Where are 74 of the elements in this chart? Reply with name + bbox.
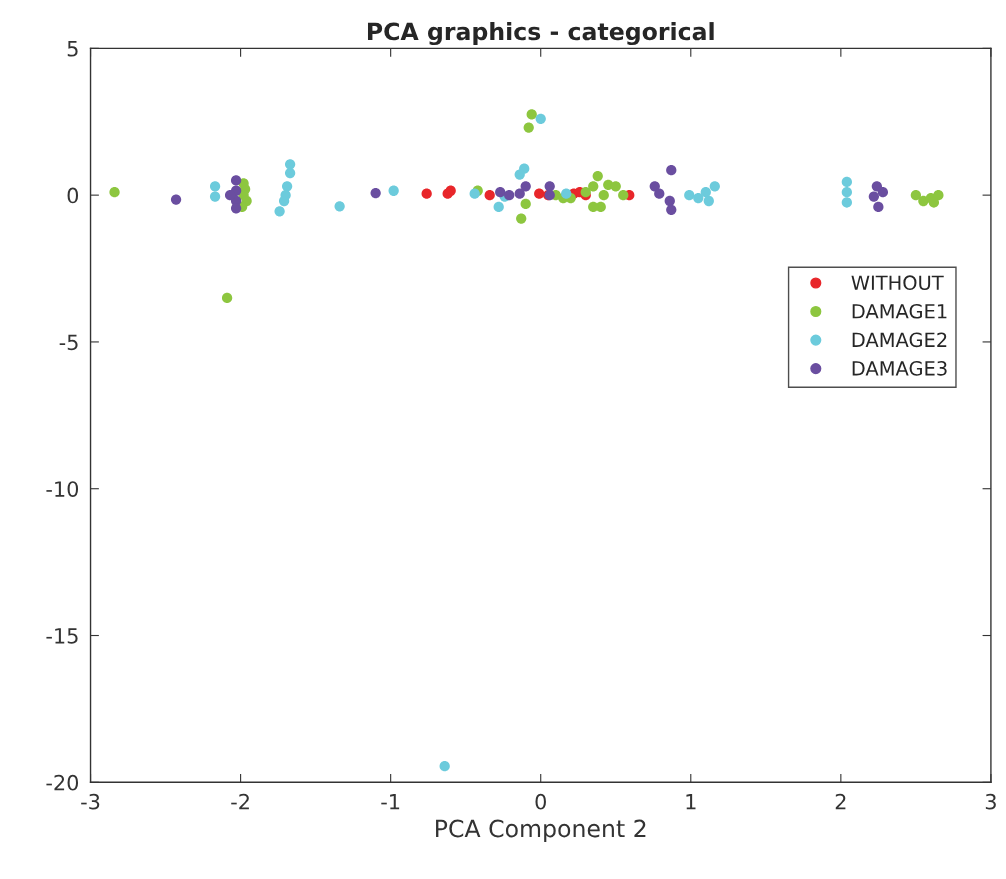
point: [520, 198, 531, 210]
point: [516, 213, 527, 224]
point: [592, 170, 603, 182]
point: [588, 181, 599, 192]
y-tick-label: 5: [67, 41, 78, 57]
x-tick-label: 3: [985, 793, 996, 810]
point: [281, 181, 293, 192]
point: [514, 169, 525, 180]
point: [439, 761, 450, 772]
point: [841, 187, 852, 198]
y-tick-label: -20: [46, 774, 79, 791]
point: [526, 109, 537, 120]
y-tick-label: -15: [46, 628, 78, 644]
point: [170, 194, 182, 205]
point: [221, 292, 233, 304]
legend-label: DAMAGE3: [852, 361, 947, 376]
point: [618, 189, 629, 201]
point: [693, 192, 704, 204]
x-axis-title: PCA Component 2: [436, 819, 646, 842]
point: [484, 189, 495, 201]
point: [649, 181, 660, 192]
point: [664, 195, 675, 207]
chart-title: PCA graphics - categorical: [367, 22, 714, 46]
point: [274, 206, 285, 217]
point: [504, 189, 515, 201]
point: [284, 167, 296, 179]
point: [933, 189, 944, 201]
point: [841, 197, 852, 208]
point: [598, 189, 609, 201]
point: [910, 189, 922, 201]
x-tick-label: -2: [231, 793, 249, 810]
point: [514, 188, 525, 199]
point: [334, 201, 345, 212]
point: [520, 181, 531, 192]
point: [703, 195, 714, 207]
point: [230, 203, 242, 214]
x-tick-label: 1: [686, 794, 696, 810]
legend-label: WITHOUT: [851, 275, 944, 291]
point: [224, 189, 236, 201]
point: [666, 204, 677, 215]
x-tick-label: -3: [81, 793, 100, 810]
x-tick-label: 0: [535, 793, 546, 810]
point: [610, 181, 621, 192]
point: [493, 201, 504, 213]
point: [370, 187, 381, 199]
point: [561, 188, 572, 199]
point: [388, 185, 399, 196]
point: [841, 176, 852, 188]
point: [421, 188, 432, 199]
x-tick-label: -1: [381, 794, 400, 810]
point: [534, 188, 545, 199]
point: [868, 191, 880, 202]
y-tick-label: 0: [67, 187, 79, 204]
legend-label: DAMAGE1: [852, 303, 947, 319]
point: [654, 188, 665, 199]
point: [535, 113, 546, 124]
point: [684, 189, 695, 201]
point: [666, 165, 677, 176]
x-tick-label: 2: [835, 793, 846, 810]
point: [700, 187, 711, 198]
point: [495, 187, 506, 198]
point: [209, 181, 221, 192]
point: [284, 159, 296, 170]
point: [873, 201, 884, 213]
point: [709, 181, 720, 192]
point: [544, 181, 555, 192]
y-tick-label: -5: [59, 334, 78, 351]
point: [871, 181, 883, 192]
point: [523, 122, 534, 133]
point: [209, 191, 221, 202]
point: [109, 187, 120, 198]
legend-label: DAMAGE2: [852, 332, 947, 348]
point: [230, 175, 242, 186]
y-tick-label: -10: [46, 481, 79, 497]
